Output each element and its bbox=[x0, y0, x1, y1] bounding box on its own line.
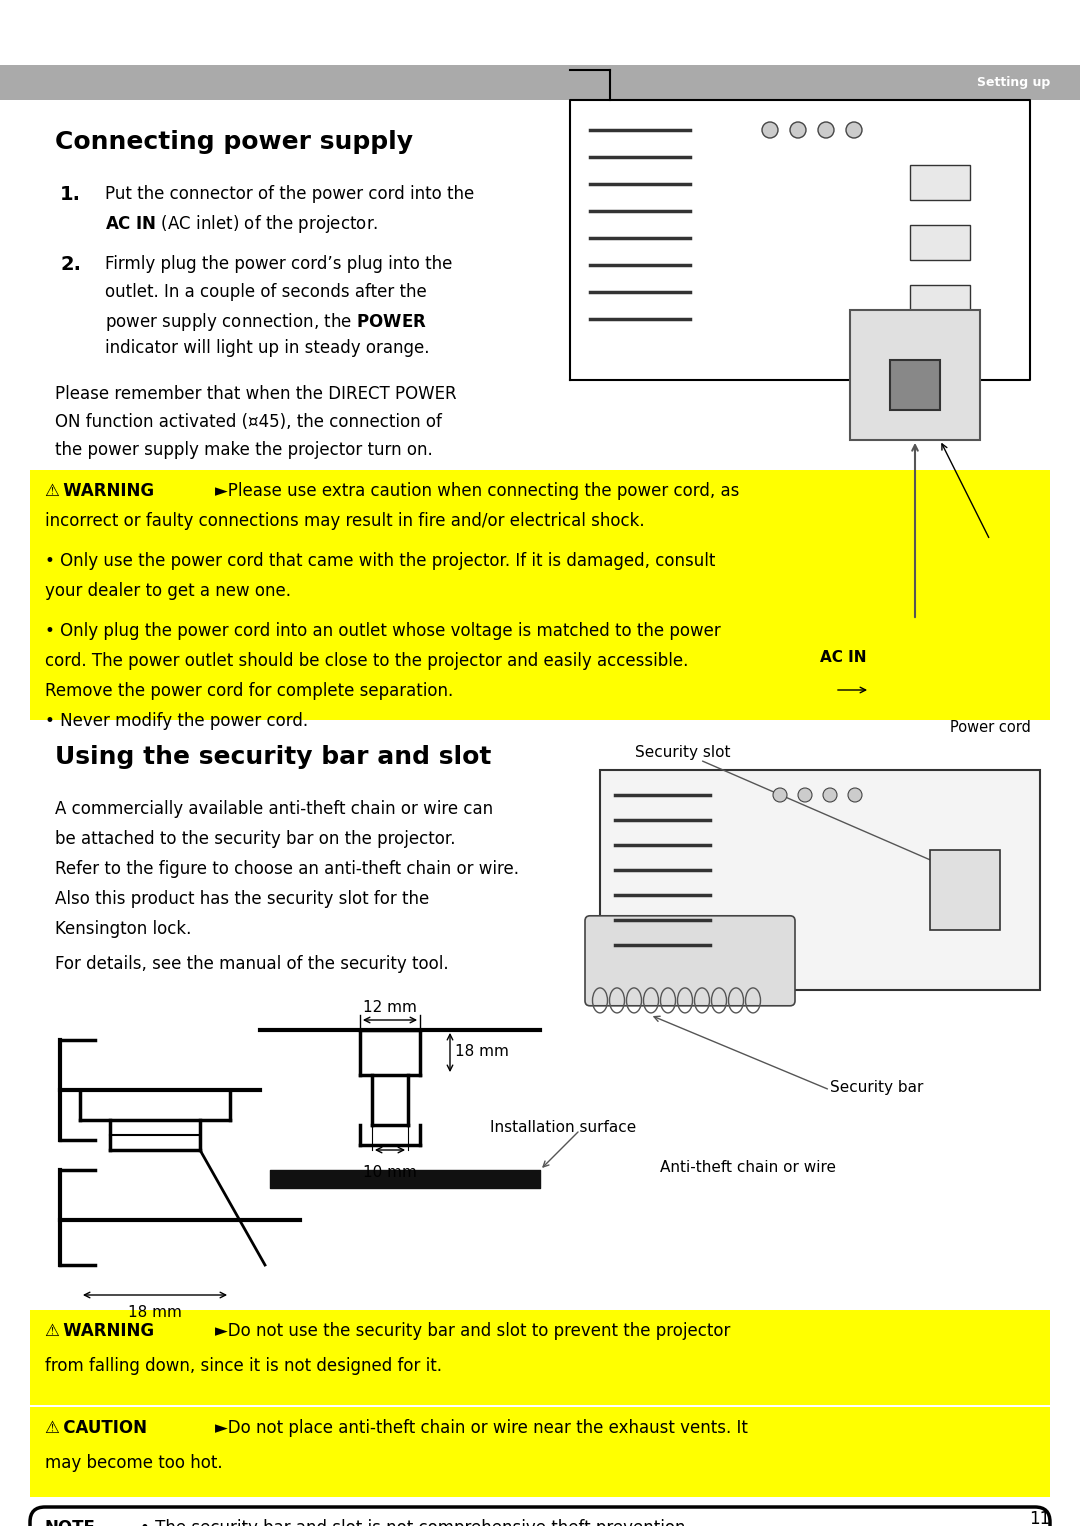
Bar bbox=[30, 1407, 1050, 1497]
Text: power supply connection, the $\mathbf{POWER}$: power supply connection, the $\mathbf{PO… bbox=[105, 311, 427, 333]
Text: 11: 11 bbox=[1029, 1511, 1050, 1526]
Text: 18 mm: 18 mm bbox=[129, 1305, 181, 1320]
Bar bbox=[30, 1309, 1050, 1405]
Bar bbox=[910, 285, 970, 320]
Text: Connecting power supply: Connecting power supply bbox=[55, 130, 413, 154]
Text: A commercially available anti-theft chain or wire can: A commercially available anti-theft chai… bbox=[55, 800, 494, 818]
Text: ON function activated (¤45), the connection of: ON function activated (¤45), the connect… bbox=[55, 414, 442, 430]
Text: ⚠ WARNING: ⚠ WARNING bbox=[45, 1322, 154, 1340]
Text: Security bar: Security bar bbox=[831, 1080, 923, 1096]
FancyBboxPatch shape bbox=[585, 916, 795, 1006]
Text: incorrect or faulty connections may result in fire and/or electrical shock.: incorrect or faulty connections may resu… bbox=[45, 513, 645, 530]
Bar bbox=[600, 771, 1040, 990]
Bar bbox=[0, 66, 1080, 101]
Bar bbox=[910, 165, 970, 200]
Circle shape bbox=[846, 122, 862, 137]
Text: your dealer to get a new one.: your dealer to get a new one. bbox=[45, 581, 291, 600]
Text: • Only plug the power cord into an outlet whose voltage is matched to the power: • Only plug the power cord into an outle… bbox=[45, 623, 720, 639]
Circle shape bbox=[773, 787, 787, 803]
Text: 10 mm: 10 mm bbox=[363, 1164, 417, 1180]
Text: Setting up: Setting up bbox=[976, 76, 1050, 89]
Text: ►Please use extra caution when connecting the power cord, as: ►Please use extra caution when connectin… bbox=[215, 482, 740, 501]
Bar bbox=[850, 310, 980, 439]
Circle shape bbox=[848, 787, 862, 803]
Text: be attached to the security bar on the projector.: be attached to the security bar on the p… bbox=[55, 830, 456, 848]
Bar bbox=[910, 224, 970, 259]
Text: Put the connector of the power cord into the: Put the connector of the power cord into… bbox=[105, 185, 474, 203]
Bar bbox=[30, 470, 1050, 720]
Text: may become too hot.: may become too hot. bbox=[45, 1454, 222, 1473]
Text: ►Do not use the security bar and slot to prevent the projector: ►Do not use the security bar and slot to… bbox=[215, 1322, 730, 1340]
Circle shape bbox=[798, 787, 812, 803]
Text: AC IN: AC IN bbox=[820, 650, 866, 665]
Text: Power cord: Power cord bbox=[950, 720, 1031, 736]
Text: Using the security bar and slot: Using the security bar and slot bbox=[55, 745, 491, 769]
Text: outlet. In a couple of seconds after the: outlet. In a couple of seconds after the bbox=[105, 282, 427, 301]
Text: the power supply make the projector turn on.: the power supply make the projector turn… bbox=[55, 441, 433, 459]
Circle shape bbox=[823, 787, 837, 803]
Text: Also this product has the security slot for the: Also this product has the security slot … bbox=[55, 890, 429, 908]
Bar bbox=[930, 850, 1000, 929]
Text: For details, see the manual of the security tool.: For details, see the manual of the secur… bbox=[55, 955, 448, 974]
Text: $\mathbf{AC\ IN}$ (AC inlet) of the projector.: $\mathbf{AC\ IN}$ (AC inlet) of the proj… bbox=[105, 214, 378, 235]
Circle shape bbox=[789, 122, 806, 137]
Text: Remove the power cord for complete separation.: Remove the power cord for complete separ… bbox=[45, 682, 454, 700]
Text: 2.: 2. bbox=[60, 255, 81, 275]
Text: ►Do not place anti-theft chain or wire near the exhaust vents. It: ►Do not place anti-theft chain or wire n… bbox=[215, 1419, 747, 1437]
Text: Kensington lock.: Kensington lock. bbox=[55, 920, 191, 938]
Text: • Never modify the power cord.: • Never modify the power cord. bbox=[45, 713, 308, 729]
Text: from falling down, since it is not designed for it.: from falling down, since it is not desig… bbox=[45, 1357, 442, 1375]
Text: indicator will light up in steady orange.: indicator will light up in steady orange… bbox=[105, 339, 430, 357]
Text: NOTE: NOTE bbox=[45, 1518, 96, 1526]
Text: • Only use the power cord that came with the projector. If it is damaged, consul: • Only use the power cord that came with… bbox=[45, 552, 715, 571]
Polygon shape bbox=[890, 360, 940, 410]
Text: ⚠ CAUTION: ⚠ CAUTION bbox=[45, 1419, 147, 1437]
Text: cord. The power outlet should be close to the projector and easily accessible.: cord. The power outlet should be close t… bbox=[45, 652, 688, 670]
Circle shape bbox=[762, 122, 778, 137]
Text: 12 mm: 12 mm bbox=[363, 1000, 417, 1015]
Text: ⚠ WARNING: ⚠ WARNING bbox=[45, 482, 154, 501]
Text: Security slot: Security slot bbox=[635, 745, 730, 760]
Text: Refer to the figure to choose an anti-theft chain or wire.: Refer to the figure to choose an anti-th… bbox=[55, 861, 519, 877]
Text: 18 mm: 18 mm bbox=[455, 1044, 509, 1059]
Text: 1.: 1. bbox=[60, 185, 81, 204]
Text: Please remember that when the DIRECT POWER: Please remember that when the DIRECT POW… bbox=[55, 385, 457, 403]
FancyBboxPatch shape bbox=[30, 1508, 1050, 1526]
Text: Firmly plug the power cord’s plug into the: Firmly plug the power cord’s plug into t… bbox=[105, 255, 453, 273]
Circle shape bbox=[818, 122, 834, 137]
Text: Installation surface: Installation surface bbox=[490, 1120, 636, 1135]
Text: • The security bar and slot is not comprehensive theft prevention: • The security bar and slot is not compr… bbox=[140, 1518, 686, 1526]
Text: Anti-theft chain or wire: Anti-theft chain or wire bbox=[660, 1160, 836, 1175]
